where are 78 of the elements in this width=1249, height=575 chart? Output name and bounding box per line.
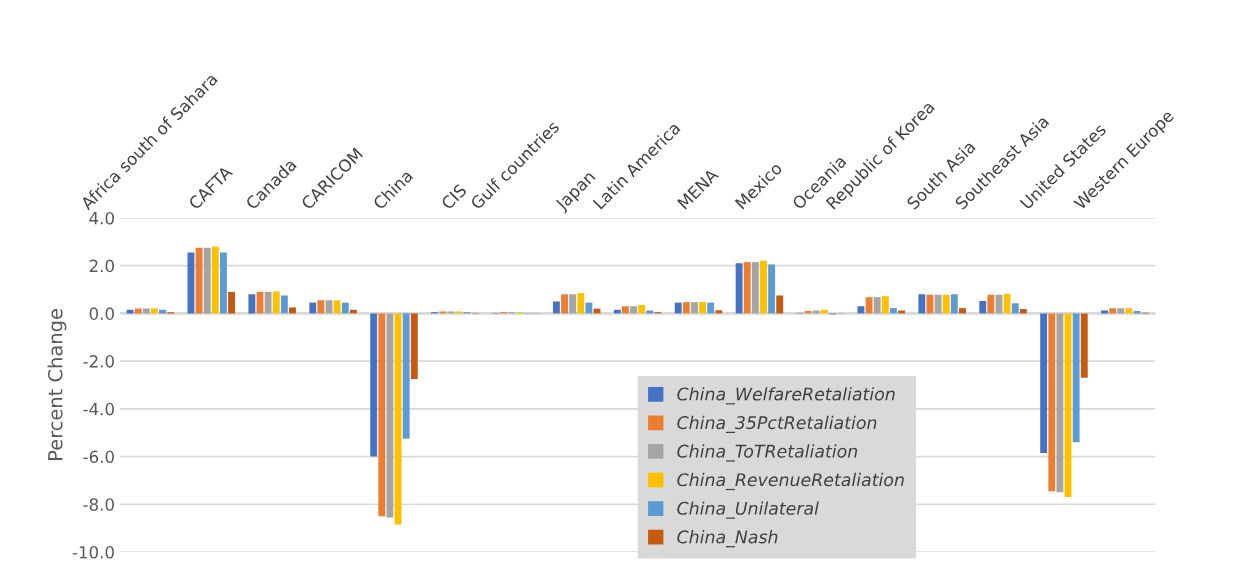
bar — [1109, 308, 1117, 314]
bar — [942, 294, 950, 314]
bar — [735, 263, 743, 314]
bar — [569, 294, 577, 314]
y-tick-label: -4.0 — [83, 402, 114, 416]
bar — [857, 306, 865, 314]
bar — [219, 252, 227, 314]
bar — [1072, 313, 1080, 443]
bar — [378, 313, 386, 517]
y-tick-label: 0.0 — [89, 307, 114, 320]
bar — [674, 302, 682, 314]
bar — [289, 307, 296, 314]
bar — [309, 302, 317, 314]
bar — [195, 247, 203, 314]
y-tick-label: -10.0 — [72, 545, 114, 559]
x-tick-label: CIS — [440, 183, 468, 211]
legend-label: China_35PctRetaliation — [677, 415, 877, 433]
legend-label: China_ToTRetaliation — [677, 444, 858, 462]
bar — [918, 294, 926, 314]
bar — [699, 302, 707, 314]
bar — [264, 291, 272, 314]
bar — [402, 313, 410, 439]
bar — [1040, 313, 1048, 453]
bar — [211, 246, 219, 314]
bar — [333, 300, 341, 314]
bar — [1125, 308, 1133, 314]
bar — [1080, 313, 1088, 378]
bar — [987, 294, 995, 314]
bar — [630, 306, 638, 314]
bar — [691, 302, 698, 314]
bar — [585, 302, 593, 314]
y-tick-label: 2.0 — [89, 259, 114, 273]
bar — [743, 262, 751, 314]
bar — [577, 293, 585, 314]
y-axis-title: Percent Change — [47, 309, 67, 460]
bar — [1117, 308, 1125, 314]
bar — [1048, 313, 1056, 492]
legend-label: China_Unilateral — [677, 501, 819, 519]
bar — [873, 297, 881, 314]
bar — [621, 306, 629, 314]
bar — [760, 260, 767, 314]
bar — [682, 302, 690, 314]
bar — [881, 296, 889, 314]
bar — [768, 264, 776, 314]
bar — [638, 305, 646, 314]
bar — [228, 291, 236, 314]
bar — [386, 313, 394, 518]
bar — [715, 310, 723, 314]
bar — [317, 300, 325, 314]
bar — [959, 308, 966, 314]
y-tick-label: 4.0 — [89, 211, 114, 225]
y-tick-label: -8.0 — [83, 498, 114, 511]
bar — [1056, 313, 1064, 493]
bar — [934, 294, 942, 314]
bar — [751, 262, 759, 314]
legend-label: China_Nash — [677, 529, 778, 548]
bar — [410, 313, 418, 379]
bar — [552, 301, 560, 314]
bar — [865, 297, 873, 314]
bar — [248, 294, 256, 314]
bar — [280, 295, 288, 314]
legend-label: China_RevenueRetaliation — [677, 472, 904, 491]
bar — [707, 302, 715, 314]
y-tick-label: -6.0 — [83, 450, 114, 464]
bar — [561, 294, 568, 314]
legend-label: China_WelfareRetaliation — [677, 387, 895, 405]
bar — [979, 300, 987, 314]
bar — [1019, 309, 1027, 314]
bar — [1011, 303, 1019, 314]
bar — [370, 313, 378, 457]
bar — [341, 302, 349, 314]
y-tick-label: -2.0 — [83, 355, 114, 368]
bar — [272, 291, 280, 314]
bar — [889, 308, 897, 314]
bar — [950, 294, 958, 314]
bar — [203, 247, 211, 314]
bar — [1003, 293, 1011, 314]
bar — [776, 295, 784, 314]
